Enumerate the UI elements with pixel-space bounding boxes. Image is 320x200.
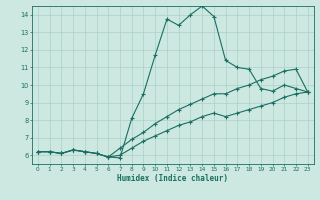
X-axis label: Humidex (Indice chaleur): Humidex (Indice chaleur): [117, 174, 228, 183]
